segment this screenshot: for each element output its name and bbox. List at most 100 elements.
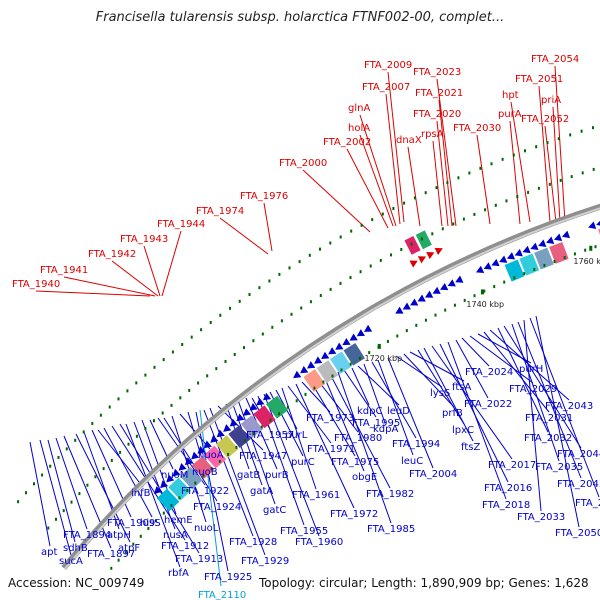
forward-gene-label: FTA_2002 <box>323 137 371 148</box>
reverse-gene-arrow <box>172 468 181 477</box>
track-dot <box>260 425 263 429</box>
reverse-gene-arrow <box>425 290 434 298</box>
reverse-gene-arrow <box>160 480 169 489</box>
reverse-gene-label: atpH <box>107 530 131 541</box>
track-dot <box>161 411 164 415</box>
accession-text: Accession: NC_009749 <box>8 576 145 590</box>
track-dot <box>304 392 307 396</box>
reverse-gene-arrow <box>178 462 187 471</box>
forward-gene-label: FTA_2007 <box>362 82 410 93</box>
track-dot <box>415 323 418 327</box>
reverse-label-leader <box>301 381 331 413</box>
gene-block <box>216 435 239 459</box>
reverse-gene-label: purL <box>285 430 308 441</box>
reverse-gene-label: nuoB <box>192 467 218 478</box>
forward-gene-label: FTA_1940 <box>12 279 60 290</box>
track-dot <box>17 500 20 504</box>
track-dot <box>57 456 60 459</box>
track-dot <box>300 306 303 310</box>
reverse-label-leader <box>203 409 254 537</box>
reverse-gene-label: FTA_2045 <box>557 479 600 490</box>
track-dot <box>117 397 120 401</box>
reverse-gene-arrow <box>203 440 212 449</box>
reverse-label-leader <box>55 437 88 530</box>
reverse-gene-label: FTA_1913 <box>175 554 223 565</box>
track-dot <box>227 452 230 456</box>
track-dot <box>269 418 272 422</box>
track-dot <box>400 248 403 251</box>
reverse-gene-arrow <box>491 258 500 267</box>
reverse-gene-label: FTA_1971 <box>307 444 355 455</box>
topology-text: Topology: circular; Length: 1,890,909 bp… <box>259 576 589 590</box>
reverse-gene-label: prfB <box>442 408 463 419</box>
track-dot <box>516 195 519 199</box>
track-dot <box>190 335 193 339</box>
forward-gene-label: rpsA <box>421 129 444 140</box>
forward-label-leader <box>359 134 394 227</box>
forward-gene-label: FTA_1941 <box>40 265 88 276</box>
track-dot <box>94 475 97 479</box>
track-dot <box>548 182 551 186</box>
gene-block <box>168 477 191 501</box>
forward-gene-arrow <box>417 256 427 264</box>
label-leaders <box>29 65 600 587</box>
track-dot <box>243 439 246 442</box>
track-dot <box>390 253 392 257</box>
forward-gene-label: FTA_2030 <box>453 123 501 134</box>
reverse-gene-label: infB <box>131 488 151 499</box>
forward-gene-label: FTA_2052 <box>521 114 569 125</box>
track-dot <box>468 171 471 175</box>
forward-gene-label: FTA_1943 <box>120 234 168 245</box>
track-dot <box>153 419 155 423</box>
reverse-gene-label: FTA_2032 <box>524 433 572 444</box>
track-dot <box>413 196 416 200</box>
track-dot <box>503 280 506 284</box>
track-dot <box>329 287 332 291</box>
gene-block <box>156 488 180 512</box>
track-dot <box>308 253 311 257</box>
reverse-label-leader <box>75 433 131 543</box>
reverse-label-leader <box>469 335 534 384</box>
reverse-gene-label: lpxC <box>452 425 474 436</box>
reverse-gene-arrow <box>447 279 456 287</box>
track-dot <box>505 199 508 203</box>
gene-block <box>534 247 554 270</box>
forward-gene-label: FTA_1944 <box>157 219 205 230</box>
reverse-gene-arrow <box>410 298 419 306</box>
reverse-gene-label: FTA_2033 <box>517 512 565 523</box>
track-dot <box>147 527 150 530</box>
reverse-gene-label: obgE <box>352 472 377 483</box>
reverse-gene-label: FTA_1894 <box>63 530 111 541</box>
reverse-gene-arrow <box>229 418 238 427</box>
track-dot <box>258 286 261 290</box>
reverse-gene-label: sdhB <box>63 543 88 554</box>
reverse-gene-label: ftsZ <box>461 442 480 453</box>
forward-gene-label: FTA_2009 <box>364 60 412 71</box>
reverse-label-leader <box>337 371 392 524</box>
reverse-label-leader <box>63 435 112 549</box>
track-dot <box>47 526 50 530</box>
reverse-gene-arrow <box>561 230 571 239</box>
track-dot <box>533 267 536 271</box>
track-dot <box>144 373 147 377</box>
track-dot <box>99 413 102 417</box>
reverse-gene-arrow <box>402 302 411 310</box>
track-dot <box>243 346 245 350</box>
reverse-gene-label: nuoA <box>198 450 224 461</box>
reverse-gene-arrow <box>455 275 464 283</box>
reverse-gene-label: gatA <box>250 486 273 497</box>
track-dot <box>424 318 427 322</box>
forward-label-leader <box>438 99 453 227</box>
forward-gene-label: FTA_2023 <box>413 67 461 78</box>
reverse-gene-arrow <box>499 255 508 263</box>
reverse-gene-label: kdpA <box>373 424 398 435</box>
reverse-gene-arrow <box>236 413 245 422</box>
reverse-label-leader <box>329 373 391 489</box>
forward-gene-arrow <box>434 247 443 256</box>
track-dot <box>108 405 111 409</box>
reverse-gene-arrow <box>417 294 426 302</box>
track-dot <box>329 241 332 245</box>
track-dot <box>392 207 395 210</box>
track-dot <box>286 405 289 409</box>
